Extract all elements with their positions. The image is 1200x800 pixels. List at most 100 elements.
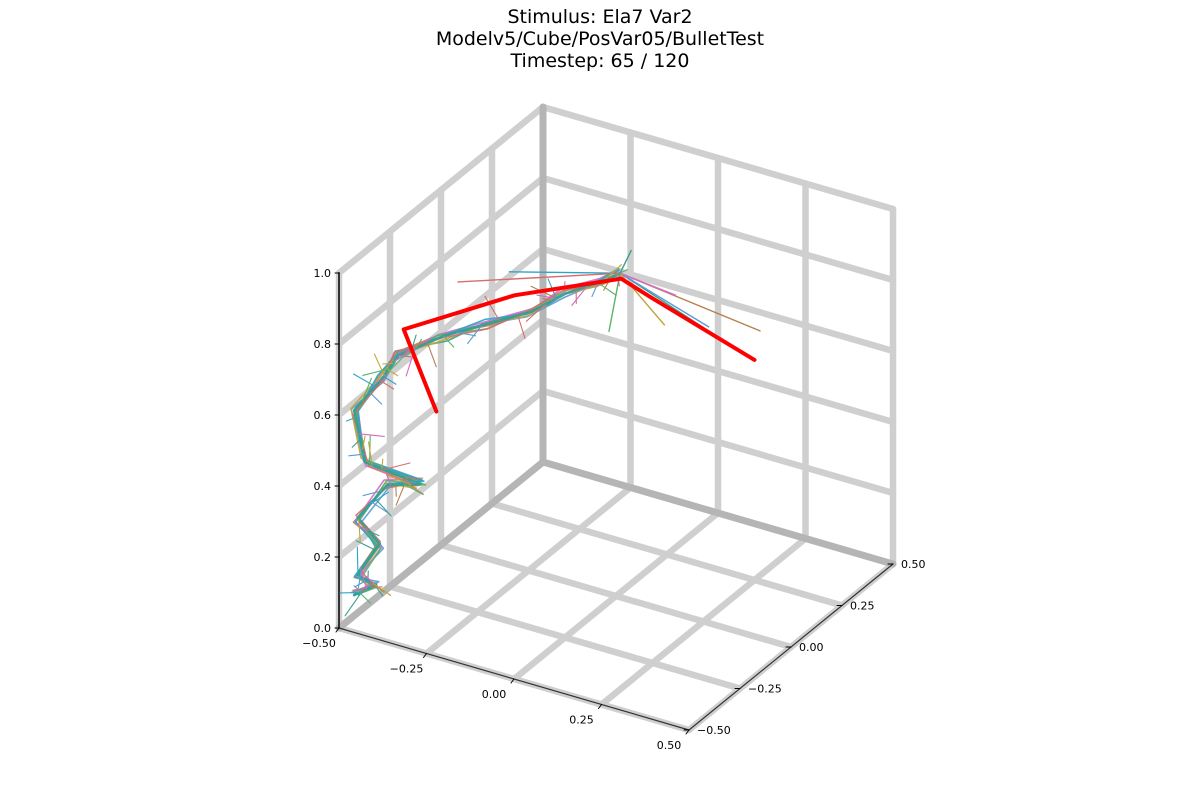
- left-wall-gridline: [335, 174, 547, 348]
- tick-labels: 0.0 0.2 0.4 0.6 0.8 1.0 −0.50 −0.25 0.00 0.25 0.50…: [302, 267, 925, 752]
- ensemble-segment: [597, 282, 617, 296]
- ensemble-segment: [357, 549, 375, 576]
- ensemble-segment: [353, 585, 362, 593]
- left-wall-gridline: [335, 387, 547, 561]
- ensemble-segment: [517, 315, 526, 340]
- ensemble-segment: [355, 540, 376, 551]
- z-tick-label: 0.4: [314, 480, 332, 493]
- ensemble-segment: [403, 483, 424, 496]
- ensemble-segment: [362, 490, 383, 497]
- back-wall-gridline: [539, 316, 897, 426]
- ensemble-segment: [356, 546, 359, 575]
- ensemble-segment: [395, 484, 397, 497]
- ensemble-segment: [398, 354, 412, 358]
- ensemble-path: [355, 267, 620, 596]
- ensemble-segment: [358, 518, 361, 544]
- title-line-timestep: Timestep: 65 / 120: [510, 50, 690, 72]
- left-wall-gridline: [335, 316, 547, 490]
- back-wall-gridline: [539, 245, 897, 355]
- ensemble-segment: [358, 521, 368, 530]
- ensemble-segment: [456, 331, 477, 337]
- ensemble-branch: [608, 272, 621, 332]
- ensemble-segment: [351, 438, 361, 448]
- left-wall-gridline: [335, 103, 547, 277]
- ensemble-branch: [619, 272, 677, 296]
- ensemble-segment: [382, 462, 411, 471]
- ensemble-segment: [407, 483, 424, 495]
- ensemble-segment: [361, 435, 366, 450]
- x-tick-mark: [685, 729, 690, 735]
- ensemble-branch: [457, 272, 621, 283]
- ensemble-segment: [374, 497, 392, 517]
- ensemble-segment: [387, 369, 399, 377]
- back-wall-gridline: [539, 174, 897, 284]
- ensemble-segment: [385, 473, 392, 486]
- ensemble-segment: [368, 530, 380, 537]
- ensemble-segment: [546, 294, 564, 306]
- ensemble-segment: [484, 295, 501, 322]
- y-tick-label: 0.50: [901, 558, 926, 571]
- back-wall-gridline: [539, 387, 897, 497]
- ensemble-segment: [348, 453, 365, 457]
- ensemble-trajectories: [339, 249, 761, 617]
- ensemble-segment: [344, 591, 363, 617]
- y-tick-label: 0.25: [850, 600, 875, 613]
- x-tick-mark: [335, 627, 340, 633]
- z-tick-label: 0.2: [314, 551, 332, 564]
- ensemble-segment: [381, 458, 384, 470]
- back-wall-gridline: [539, 103, 897, 213]
- ensemble-segment: [362, 368, 390, 376]
- target-path: [401, 276, 757, 414]
- ensemble-segment: [361, 377, 372, 402]
- ensemble-segment: [355, 579, 368, 587]
- ensemble-segment: [352, 373, 376, 387]
- y-tick-label: −0.25: [748, 683, 782, 696]
- ensemble-segment: [386, 474, 412, 486]
- ensemble-segment: [542, 297, 553, 302]
- floor-gridline: [437, 541, 795, 651]
- axis-grid: [335, 103, 897, 734]
- x-tick-label: −0.25: [390, 663, 424, 676]
- ensemble-segment: [426, 342, 437, 368]
- ensemble-segment: [382, 362, 394, 365]
- ensemble-segment: [382, 375, 397, 385]
- z-tick-label: 0.0: [314, 622, 332, 635]
- x-tick-label: 0.00: [482, 688, 507, 701]
- z-tick-label: 0.6: [314, 409, 332, 422]
- back-corner-edge: [539, 458, 897, 568]
- chart-title: Stimulus: Ela7 Var2 Modelv5/Cube/PosVar0…: [0, 6, 1200, 72]
- ensemble-mean-path: [352, 271, 622, 597]
- back-corner-edge: [335, 458, 547, 632]
- floor-gridline: [386, 583, 744, 692]
- ensemble-branch: [619, 249, 632, 274]
- ensemble-segment: [591, 282, 599, 298]
- target-trajectory: [401, 276, 757, 414]
- ensemble-segment: [371, 586, 383, 588]
- title-line-stimulus: Stimulus: Ela7 Var2: [507, 6, 693, 28]
- ensemble-segment: [372, 583, 392, 596]
- ensemble-branch: [619, 272, 710, 328]
- x-tick-label: −0.50: [302, 637, 336, 650]
- ensemble-segment: [467, 325, 483, 344]
- ensemble-segment: [571, 285, 588, 306]
- x-tick-label: 0.50: [657, 739, 682, 752]
- z-tick-label: 0.8: [314, 338, 332, 351]
- ensemble-segment: [359, 592, 372, 604]
- ensemble-segment: [357, 568, 362, 589]
- y-tick-label: −0.50: [697, 724, 731, 737]
- ensemble-segment: [404, 341, 423, 354]
- floor-gridline: [488, 500, 846, 609]
- ensemble-segment: [371, 501, 389, 514]
- ensemble-segment: [345, 416, 357, 422]
- ensemble-segment: [358, 433, 385, 438]
- ensemble-segment: [395, 478, 408, 506]
- ensemble-segment: [356, 524, 369, 531]
- ensemble-segment: [368, 441, 373, 466]
- ensemble-segment: [525, 303, 546, 322]
- ensemble-segment: [442, 335, 455, 348]
- z-tick-label: 1.0: [314, 267, 332, 280]
- x-tick-mark: [510, 678, 515, 684]
- ensemble-segment: [536, 294, 557, 299]
- ensemble-segment: [401, 480, 417, 483]
